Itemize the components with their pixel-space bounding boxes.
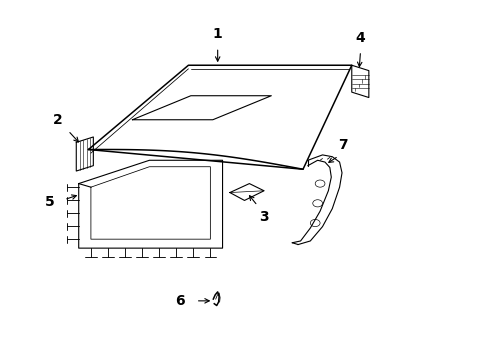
Text: 4: 4 [355, 31, 365, 45]
Text: 2: 2 [53, 113, 63, 127]
Text: 5: 5 [44, 194, 54, 208]
Text: 3: 3 [259, 211, 268, 225]
Text: 1: 1 [212, 27, 222, 41]
Text: 6: 6 [175, 294, 184, 308]
Text: 7: 7 [338, 138, 347, 152]
